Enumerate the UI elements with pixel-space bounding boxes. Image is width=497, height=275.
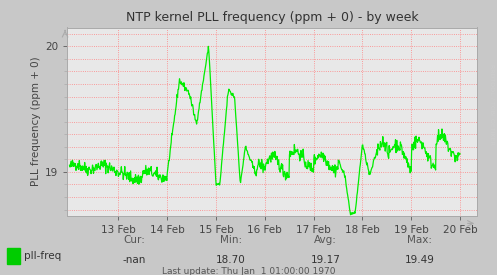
- Text: Max:: Max:: [408, 235, 432, 245]
- Title: NTP kernel PLL frequency (ppm + 0) - by week: NTP kernel PLL frequency (ppm + 0) - by …: [126, 10, 418, 24]
- Text: -nan: -nan: [122, 255, 146, 265]
- Text: 19.49: 19.49: [405, 255, 435, 265]
- Y-axis label: PLL frequency (ppm + 0): PLL frequency (ppm + 0): [31, 57, 41, 186]
- Text: Avg:: Avg:: [314, 235, 337, 245]
- Text: 19.17: 19.17: [311, 255, 340, 265]
- Text: Cur:: Cur:: [123, 235, 145, 245]
- Text: Min:: Min:: [220, 235, 242, 245]
- Text: RRDTOOL / TOBI OETIKER: RRDTOOL / TOBI OETIKER: [490, 64, 495, 145]
- Text: Last update: Thu Jan  1 01:00:00 1970: Last update: Thu Jan 1 01:00:00 1970: [162, 267, 335, 275]
- Text: pll-freq: pll-freq: [24, 251, 61, 261]
- Text: 18.70: 18.70: [216, 255, 246, 265]
